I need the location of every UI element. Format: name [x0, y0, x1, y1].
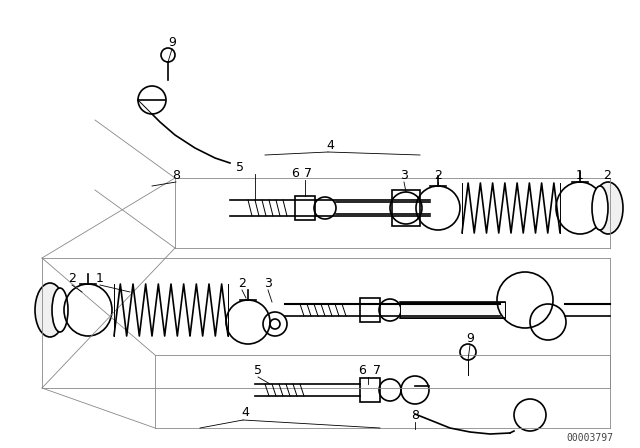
Bar: [295, 196, 315, 220]
Bar: [400, 302, 505, 318]
Text: 5: 5: [254, 363, 262, 376]
Text: 7: 7: [373, 363, 381, 376]
Ellipse shape: [592, 186, 608, 230]
Text: 1: 1: [576, 168, 584, 181]
Ellipse shape: [593, 182, 623, 234]
Text: 2: 2: [603, 168, 611, 181]
Text: 2: 2: [68, 271, 76, 284]
Text: 00003797: 00003797: [566, 433, 614, 443]
Text: 4: 4: [326, 138, 334, 151]
Ellipse shape: [52, 288, 68, 332]
Text: 1: 1: [96, 271, 104, 284]
Text: 8: 8: [411, 409, 419, 422]
Text: 8: 8: [172, 168, 180, 181]
Text: 6: 6: [291, 167, 299, 180]
Text: 3: 3: [400, 168, 408, 181]
Text: 4: 4: [241, 405, 249, 418]
Text: 2: 2: [434, 168, 442, 181]
Text: 5: 5: [236, 160, 244, 173]
Text: 3: 3: [264, 276, 272, 289]
Text: 2: 2: [238, 276, 246, 289]
Bar: [360, 298, 380, 322]
Bar: [360, 378, 380, 402]
Ellipse shape: [35, 283, 65, 337]
Text: 7: 7: [304, 167, 312, 180]
Text: 9: 9: [466, 332, 474, 345]
Bar: [392, 190, 420, 226]
Text: 9: 9: [168, 35, 176, 48]
Text: 6: 6: [358, 363, 366, 376]
